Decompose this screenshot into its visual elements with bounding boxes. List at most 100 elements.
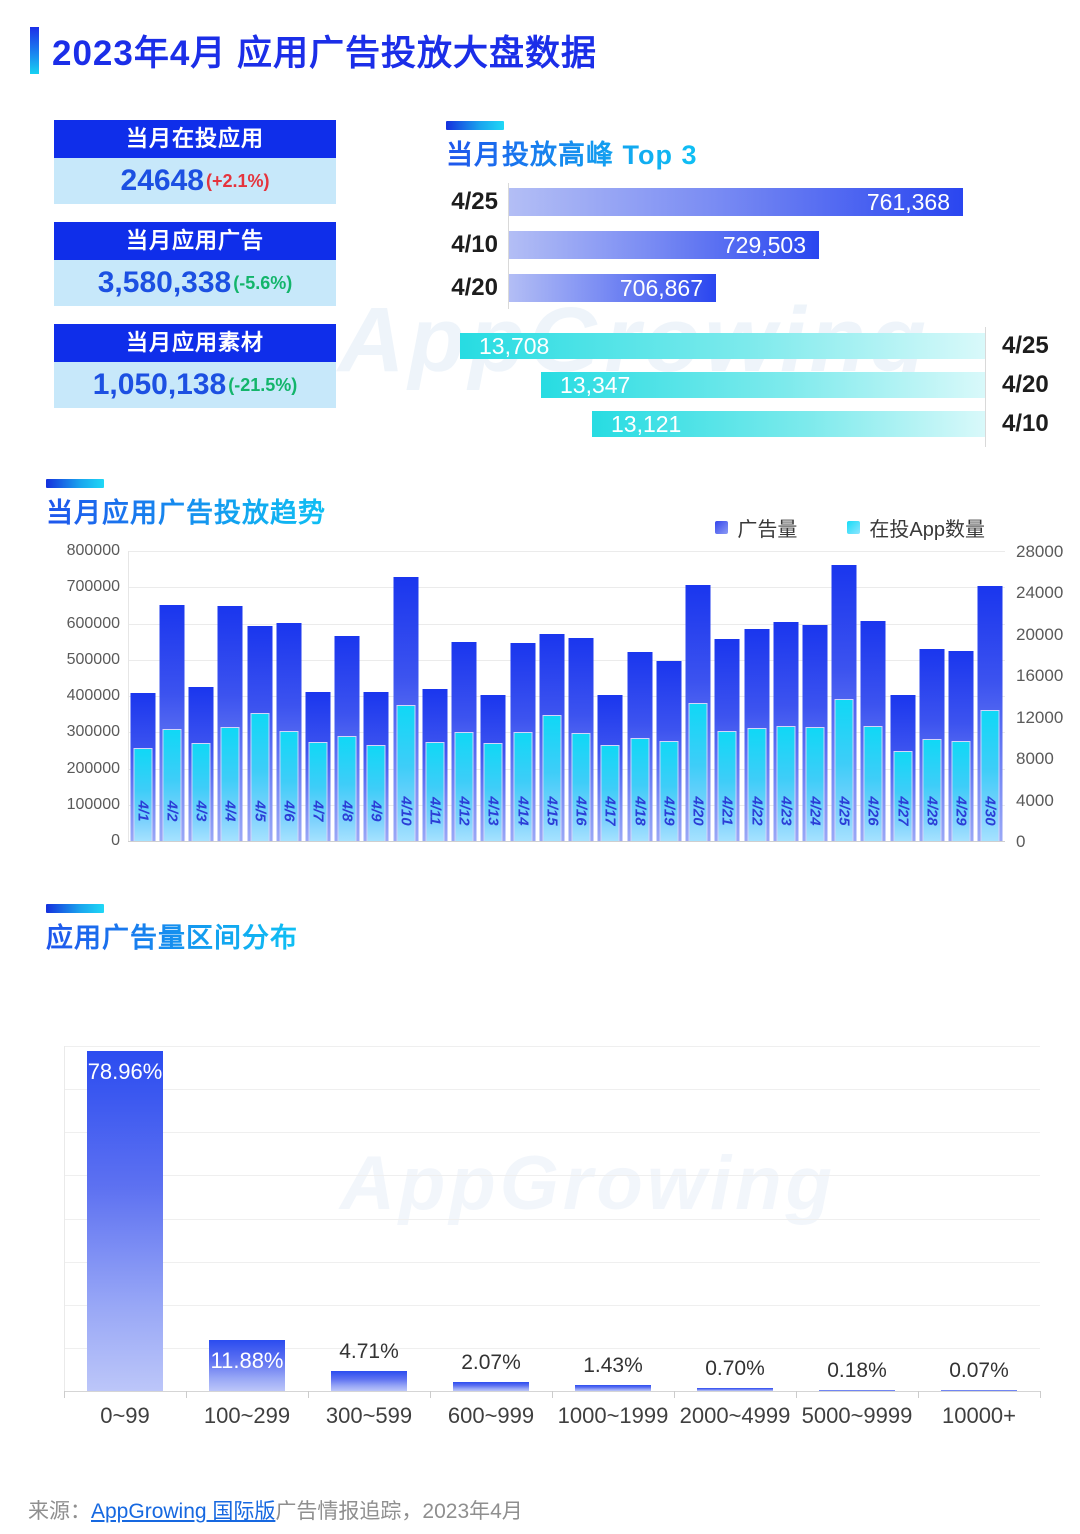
peak-section-title: 当月投放高峰 Top 3	[446, 133, 698, 172]
peak-ads-bar: 761,368	[509, 188, 963, 216]
peak-apps-axis-line	[985, 327, 986, 447]
trend-right-axis: 28000 24000 20000 16000 12000 8000 4000 0	[1016, 542, 1076, 851]
stat-card-value: 3,580,338	[97, 266, 232, 299]
legend-swatch-apps	[847, 521, 861, 534]
dist-bar	[209, 1339, 285, 1391]
dist-bar	[331, 1370, 407, 1391]
trend-apps-bar	[659, 741, 679, 841]
dist-bar-slot: 0.07%	[918, 1046, 1040, 1391]
stat-card-body: 3,580,338 (-5.6%)	[54, 260, 336, 306]
trend-apps-bar	[454, 732, 474, 841]
trend-bar-slot: 4/13	[479, 551, 508, 841]
dist-percent-label: 1.43%	[583, 1353, 643, 1377]
dist-gridline	[64, 1132, 1040, 1134]
peak-apps-category: 4/20	[1002, 371, 1049, 398]
trend-gridline	[128, 696, 1005, 697]
stat-card-value: 1,050,138	[92, 368, 227, 401]
trend-apps-bar	[893, 751, 913, 841]
trend-bar-slot: 4/24	[800, 551, 829, 841]
trend-date-label: 4/3	[192, 800, 210, 822]
legend-item-apps: 在投App数量	[847, 513, 985, 542]
trend-bar-slot: 4/22	[742, 551, 771, 841]
trend-apps-bar	[220, 727, 240, 841]
trend-apps-bar	[776, 725, 796, 841]
trend-bar-slot: 4/8	[333, 551, 362, 841]
trend-section-accent	[46, 479, 104, 488]
peak-apps-value: 13,708	[479, 332, 550, 359]
dist-axis-tick	[64, 1391, 65, 1398]
trend-apps-bar	[863, 726, 883, 841]
dist-bar	[819, 1390, 895, 1391]
trend-bar-slot: 4/29	[947, 551, 976, 841]
trend-right-tick: 8000	[1016, 749, 1054, 769]
dist-bar-slot: 2.07%	[430, 1046, 552, 1391]
dist-gridline	[64, 1261, 1040, 1263]
peak-ads-axis-line	[508, 183, 509, 309]
trend-apps-bar	[688, 702, 708, 841]
trend-slots: 4/1 4/2 4/3 4/4 4/5 4/6 4/7 4/8 4/9 4/10 4/11 4/12 4…	[128, 551, 1005, 841]
trend-date-label: 4/16	[572, 796, 590, 826]
distribution-category-labels: 0~99 100~299 300~599 600~999 1000~1999 2000~4…	[64, 1403, 1040, 1429]
trend-right-tick: 0	[1016, 832, 1026, 851]
dist-percent-label: 0.70%	[705, 1356, 765, 1380]
peak-ads-bar: 729,503	[509, 231, 819, 259]
trend-bar-slot: 4/17	[596, 551, 625, 841]
trend-bar-slot: 4/18	[625, 551, 654, 841]
dist-gridline	[64, 1304, 1040, 1306]
distribution-chart-plot: 78.96% 11.88% 4.71% 2.07% 1.43% 0.70% 0.18% 0.0…	[64, 1046, 1041, 1398]
dist-axis-tick	[552, 1391, 553, 1398]
trend-bar-slot: 4/23	[771, 551, 800, 841]
trend-date-label: 4/24	[806, 796, 824, 826]
dist-category-label: 300~599	[325, 1403, 413, 1428]
trend-bar-slot: 4/19	[654, 551, 683, 841]
trend-bar-slot: 4/25	[830, 551, 859, 841]
stat-card-body: 24648 (+2.1%)	[54, 158, 336, 204]
peak-ads-category: 4/10	[451, 231, 498, 258]
peak-section-accent	[446, 121, 504, 130]
trend-apps-bar	[922, 739, 942, 841]
stat-card-active-apps: 当月在投应用 24648 (+2.1%)	[54, 120, 336, 204]
trend-left-tick: 100000	[66, 795, 120, 813]
source-footer: 来源：AppGrowing 国际版广告情报追踪，2023年4月	[28, 1495, 523, 1525]
trend-bar-slot: 4/15	[537, 551, 566, 841]
dist-bar-slot: 78.96%	[64, 1046, 186, 1391]
trend-baseline	[128, 841, 1005, 842]
trend-right-tick: 24000	[1016, 583, 1064, 603]
trend-bar-slot: 4/27	[888, 551, 917, 841]
peak-ads-category: 4/25	[451, 188, 498, 215]
appgrowing-link[interactable]: AppGrowing 国际版	[91, 1500, 276, 1523]
peak-ads-bar: 706,867	[509, 274, 716, 302]
trend-gridline	[128, 804, 1005, 806]
trend-gridline	[128, 732, 1005, 734]
trend-apps-bar	[483, 742, 503, 841]
trend-apps-bar	[279, 731, 299, 841]
trend-right-tick: 16000	[1016, 666, 1064, 686]
trend-date-label: 4/1	[134, 800, 152, 822]
trend-date-label: 4/4	[221, 800, 239, 822]
stat-card-label: 当月在投应用	[54, 120, 336, 158]
trend-apps-bar	[162, 729, 182, 841]
dist-category-label: 5000~9999	[801, 1403, 913, 1428]
trend-apps-bar	[834, 699, 854, 841]
dist-slots: 78.96% 11.88% 4.71% 2.07% 1.43% 0.70% 0.18% 0.0…	[64, 1046, 1040, 1391]
dist-axis-tick	[674, 1391, 675, 1398]
title-accent-bar	[30, 27, 39, 74]
trend-date-label: 4/9	[367, 800, 385, 822]
trend-apps-bar	[191, 742, 211, 841]
trend-left-tick: 300000	[66, 723, 120, 741]
trend-date-label: 4/27	[894, 796, 912, 826]
peak-apps-category: 4/10	[1002, 410, 1049, 437]
trend-apps-bar	[571, 733, 591, 841]
trend-bar-slot: 4/4	[216, 551, 245, 841]
dist-axis-tick	[308, 1391, 309, 1398]
trend-date-label: 4/13	[484, 796, 502, 826]
trend-date-label: 4/25	[835, 796, 853, 826]
legend-item-ads: 广告量	[715, 513, 797, 542]
trend-bar-slot: 4/9	[362, 551, 391, 841]
trend-bar-slot: 4/6	[274, 551, 303, 841]
dist-percent-label: 78.96%	[87, 1058, 163, 1084]
dist-category-label: 600~999	[447, 1403, 535, 1428]
dist-gridline	[64, 1046, 1040, 1047]
dist-bar	[453, 1382, 529, 1391]
trend-date-label: 4/30	[981, 796, 999, 826]
